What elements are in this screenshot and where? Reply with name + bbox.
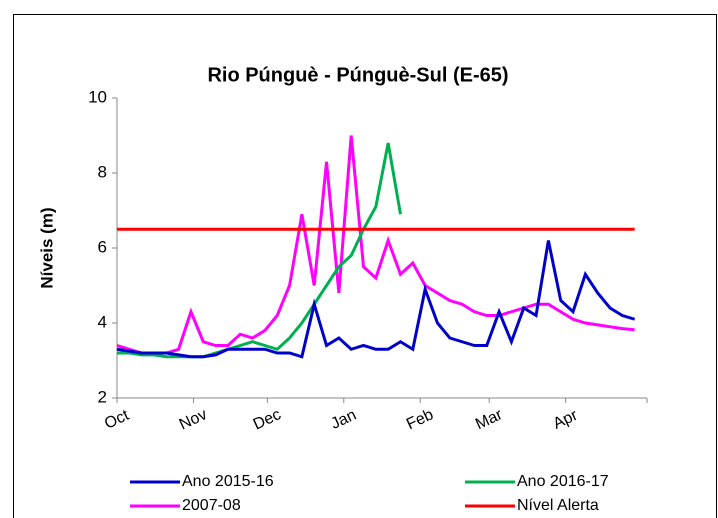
y-tick-label: 6 bbox=[98, 237, 107, 256]
x-tick-label: Jan bbox=[328, 407, 359, 433]
y-tick-label: 4 bbox=[98, 312, 107, 331]
legend-label: 2007-08 bbox=[182, 497, 241, 514]
series-line bbox=[117, 142, 402, 359]
x-tick-label: Dec bbox=[251, 406, 284, 433]
y-tick-label: 2 bbox=[98, 387, 107, 406]
series-line bbox=[116, 135, 635, 355]
x-tick-label: Mar bbox=[473, 406, 506, 433]
legend-label: Nível Alerta bbox=[517, 497, 599, 514]
legend-label: Ano 2016-17 bbox=[517, 473, 609, 490]
x-tick-label: Feb bbox=[404, 406, 436, 433]
chart-frame bbox=[13, 14, 717, 518]
chart-title: Rio Púnguè - Púnguè-Sul (E-65) bbox=[207, 64, 508, 86]
x-tick-label: Apr bbox=[551, 406, 581, 432]
y-axis-label: Níveis (m) bbox=[37, 207, 56, 288]
series-line bbox=[116, 240, 636, 359]
y-tick-label: 10 bbox=[88, 87, 107, 106]
y-tick-label: 8 bbox=[98, 162, 107, 181]
x-tick-label: Nov bbox=[177, 406, 210, 433]
legend-label: Ano 2015-16 bbox=[182, 473, 274, 490]
x-tick-label: Oct bbox=[102, 407, 132, 433]
